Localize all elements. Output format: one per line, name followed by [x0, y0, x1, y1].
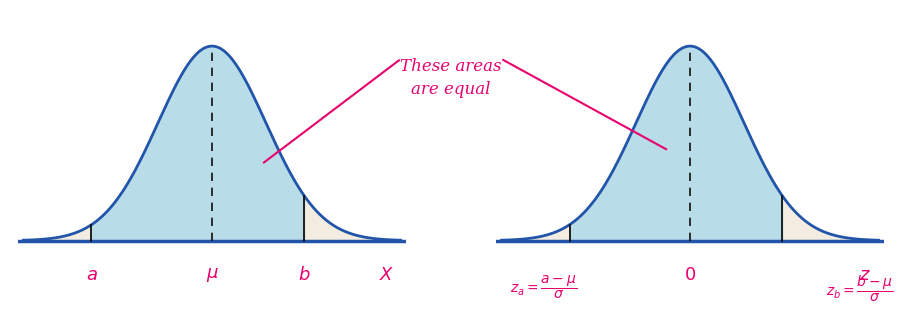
- Text: $X$: $X$: [379, 266, 394, 284]
- Text: $z_b = \dfrac{b-\mu}{\sigma}$: $z_b = \dfrac{b-\mu}{\sigma}$: [826, 274, 894, 304]
- Text: $0$: $0$: [684, 266, 696, 284]
- Text: $z_a = \dfrac{a-\mu}{\sigma}$: $z_a = \dfrac{a-\mu}{\sigma}$: [511, 274, 577, 301]
- Text: $b$: $b$: [298, 266, 310, 284]
- Text: $z$: $z$: [859, 266, 870, 284]
- Text: $\mu$: $\mu$: [206, 266, 218, 284]
- Text: These areas
are equal: These areas are equal: [400, 58, 502, 98]
- Text: $a$: $a$: [86, 266, 97, 284]
